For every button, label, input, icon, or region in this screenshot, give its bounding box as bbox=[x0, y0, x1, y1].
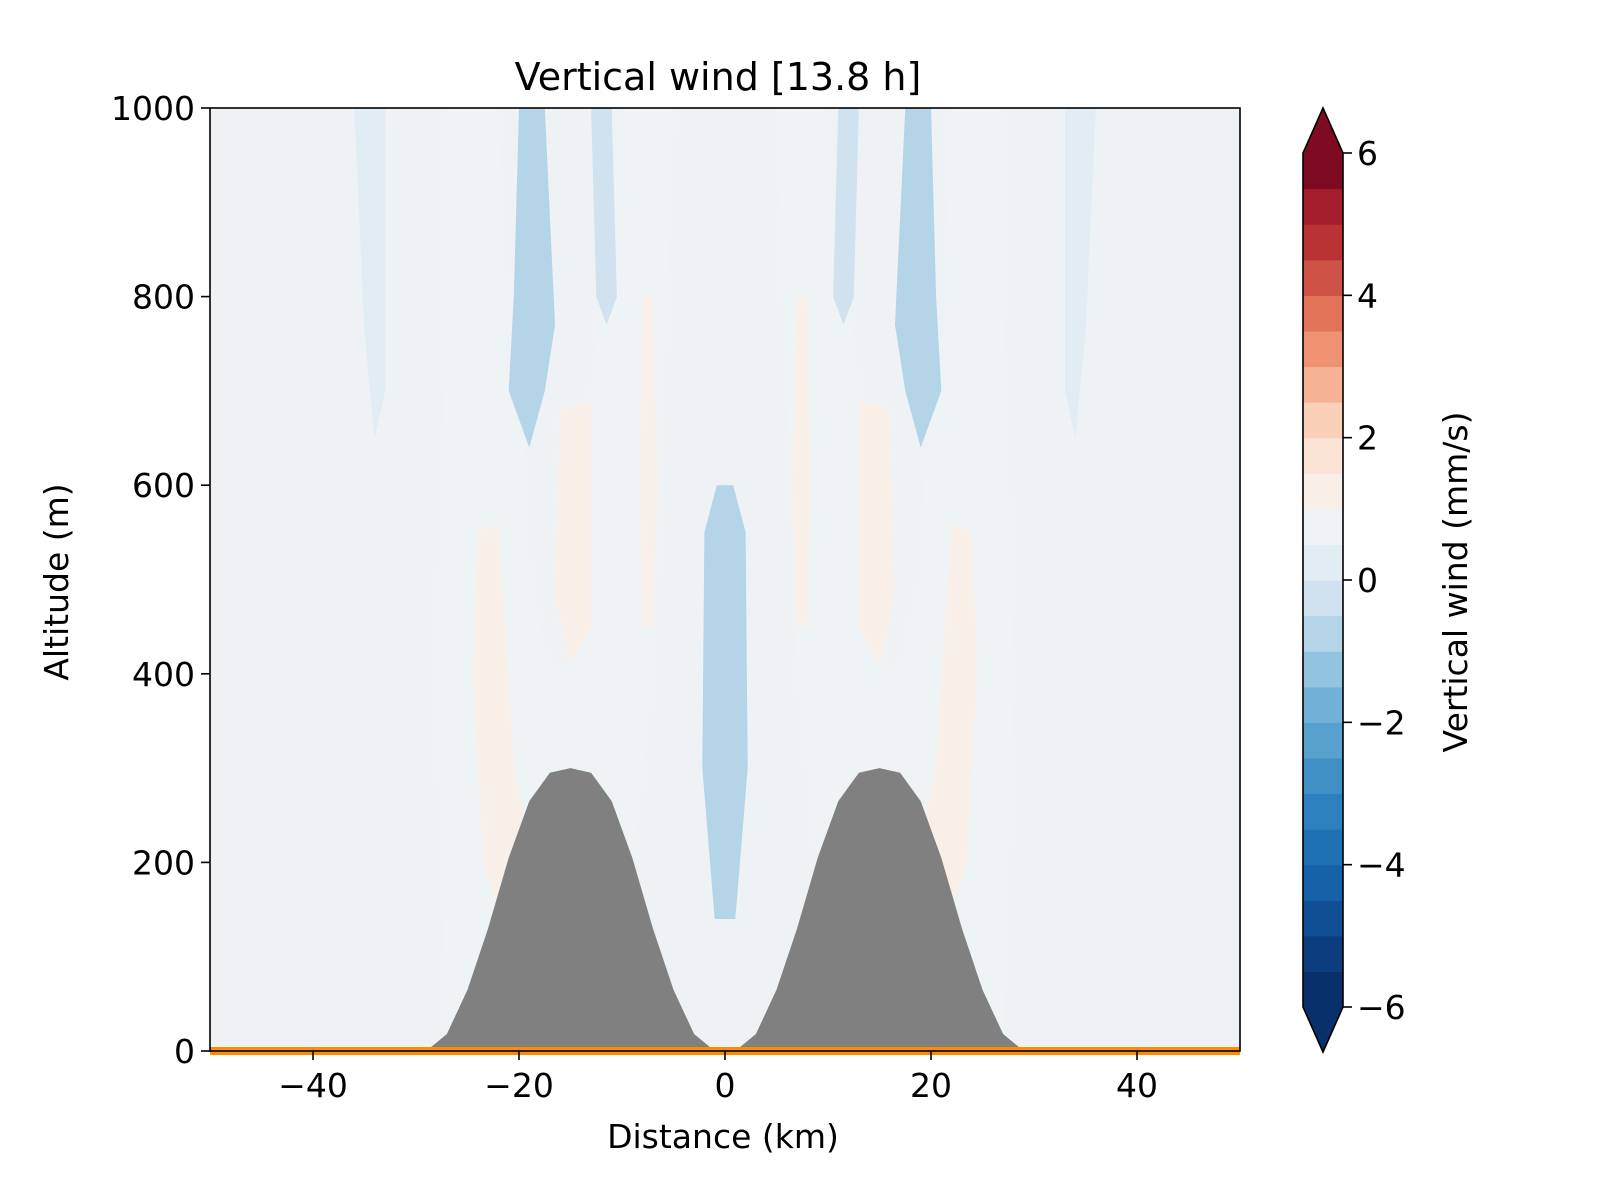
colorbar-level bbox=[1303, 651, 1343, 688]
colorbar-tick-label: −4 bbox=[1357, 846, 1406, 885]
colorbar: −6 −4 −2 0 2 4 6 bbox=[1302, 106, 1406, 1054]
y-tick-label: 1000 bbox=[111, 89, 195, 128]
colorbar-level bbox=[1303, 793, 1343, 830]
field-region-pos-mid-left bbox=[639, 296, 658, 627]
y-tick-label: 0 bbox=[174, 1032, 195, 1071]
x-axis: −40 −20 0 20 40 bbox=[278, 1051, 1158, 1105]
colorbar-label: Vertical wind (mm/s) bbox=[1436, 412, 1475, 753]
colorbar-level bbox=[1303, 971, 1343, 1008]
colorbar-level bbox=[1303, 224, 1343, 261]
colorbar-level bbox=[1303, 544, 1343, 581]
x-tick-label: −40 bbox=[278, 1066, 348, 1105]
colorbar-level bbox=[1303, 366, 1343, 403]
terrain bbox=[426, 768, 1024, 1051]
field-region-neg-top-right-a bbox=[895, 108, 942, 448]
x-tick-label: 40 bbox=[1116, 1066, 1158, 1105]
field-region-pos-left-core bbox=[555, 400, 592, 665]
colorbar-level bbox=[1303, 615, 1343, 652]
field-region-pos-right-core bbox=[858, 400, 895, 665]
colorbar-level bbox=[1303, 900, 1343, 937]
colorbar-level bbox=[1303, 188, 1343, 225]
field-region-pos-strong-right bbox=[925, 522, 978, 910]
y-axis-label: Altitude (m) bbox=[37, 483, 76, 680]
field-region-neg-top-left-b bbox=[591, 108, 617, 325]
y-axis: 0 200 400 600 800 1000 bbox=[111, 89, 210, 1071]
plot-area bbox=[209, 107, 1241, 1055]
field-region-pos-band-right-outer bbox=[1064, 108, 1096, 438]
colorbar-level bbox=[1303, 864, 1343, 901]
y-tick-label: 400 bbox=[132, 655, 195, 694]
colorbar-extend-min bbox=[1303, 1007, 1343, 1052]
colorbar-level bbox=[1303, 935, 1343, 973]
field-region-neg-top-left-a bbox=[508, 108, 555, 448]
x-tick-label: 20 bbox=[910, 1066, 952, 1105]
colorbar-level bbox=[1303, 722, 1343, 759]
field-region-pos-band-left-outer bbox=[354, 108, 386, 438]
colorbar-tick-label: 6 bbox=[1357, 134, 1378, 173]
colorbar-level bbox=[1303, 829, 1343, 866]
colorbar-level bbox=[1303, 686, 1343, 723]
colorbar-level bbox=[1303, 153, 1343, 190]
colorbar-level bbox=[1303, 437, 1343, 474]
chart-title: Vertical wind [13.8 h] bbox=[515, 55, 922, 99]
field-region-neg-top-right-b bbox=[833, 108, 859, 325]
colorbar-level bbox=[1303, 402, 1343, 439]
colorbar-level bbox=[1303, 508, 1343, 546]
y-tick-label: 600 bbox=[132, 466, 195, 505]
colorbar-tick-label: 2 bbox=[1357, 419, 1378, 458]
colorbar-level bbox=[1303, 330, 1343, 368]
x-tick-label: −20 bbox=[484, 1066, 554, 1105]
x-axis-label: Distance (km) bbox=[607, 1117, 839, 1156]
field-region-pos-strong-left bbox=[472, 522, 525, 910]
colorbar-tick-label: 0 bbox=[1357, 561, 1378, 600]
colorbar-level bbox=[1303, 473, 1343, 510]
x-tick-label: 0 bbox=[715, 1066, 736, 1105]
colorbar-level bbox=[1303, 757, 1343, 795]
colorbar-extend-max bbox=[1303, 108, 1343, 153]
colorbar-tick-label: −2 bbox=[1357, 703, 1406, 742]
vertical-wind-field bbox=[354, 108, 1096, 1051]
y-tick-label: 800 bbox=[132, 278, 195, 317]
field-region-neg-center-column bbox=[702, 485, 748, 919]
mountain-2 bbox=[735, 768, 1024, 1051]
colorbar-tick-label: −6 bbox=[1357, 988, 1406, 1027]
colorbar-tick-label: 4 bbox=[1357, 276, 1378, 315]
colorbar-level bbox=[1303, 580, 1343, 617]
field-region-pos-mid-right bbox=[791, 296, 811, 627]
y-tick-label: 200 bbox=[132, 843, 195, 882]
colorbar-level bbox=[1303, 295, 1343, 332]
colorbar-level bbox=[1303, 259, 1343, 296]
mountain-1 bbox=[426, 768, 715, 1051]
